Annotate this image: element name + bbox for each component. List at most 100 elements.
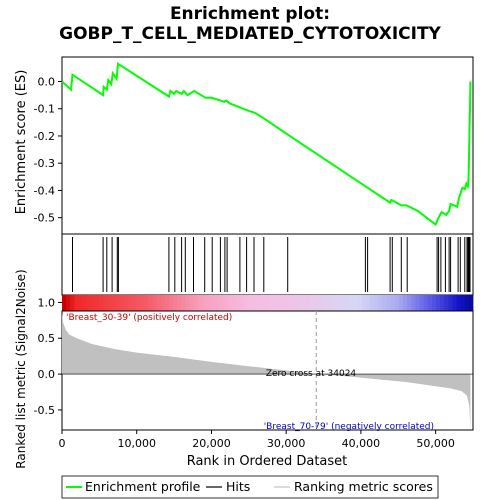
es-ytick-label: -0.1 — [34, 103, 55, 116]
heat-bar-segment — [131, 295, 137, 311]
heat-bar-segment — [292, 295, 297, 311]
heat-bar-segment — [246, 295, 252, 311]
negative-correlation-label: 'Breast_70-79' (negatively correlated) — [264, 422, 434, 432]
heat-bar-segment — [366, 295, 371, 311]
heat-bar-segment — [275, 295, 281, 311]
legend-hits-label: Hits — [226, 479, 250, 494]
heat-bar-segment — [394, 295, 400, 311]
metric-ytick-label: 1.0 — [38, 296, 56, 309]
heat-bar-segment — [296, 295, 301, 311]
metric-ytick-label: 0.5 — [38, 332, 56, 345]
heat-bar-segment — [399, 295, 404, 311]
heat-bar-segment — [362, 295, 367, 311]
heat-bar-segment — [415, 295, 420, 311]
heat-bar-segment — [218, 295, 223, 311]
heat-bar-segment — [164, 295, 170, 311]
heat-bar-segment — [123, 295, 129, 311]
heat-bar-segment — [197, 295, 203, 311]
heat-bar-segment — [86, 295, 92, 311]
heat-bar-segment — [189, 295, 194, 311]
heat-bar-segment — [436, 295, 441, 311]
heat-bar-segment — [111, 295, 116, 311]
legend-box — [61, 475, 439, 499]
xtick-label: 20,000 — [192, 437, 231, 450]
heat-bar-segment — [378, 295, 383, 311]
heat-bar-segment — [74, 295, 79, 311]
heat-bar-segment — [234, 295, 240, 311]
heat-bar-segment — [152, 295, 157, 311]
es-ytick-label: 0.0 — [38, 76, 56, 89]
heat-bar-segment — [119, 295, 125, 311]
heat-bar-segment — [222, 295, 227, 311]
x-axis-label: Rank in Ordered Dataset — [187, 454, 348, 469]
ranking-heat-bar — [62, 295, 474, 311]
heat-bar-segment — [242, 295, 248, 311]
heat-bar-segment — [263, 295, 268, 311]
hits-panel-frame — [61, 233, 474, 296]
es-ytick-label: -0.2 — [34, 130, 55, 143]
heat-bar-segment — [337, 295, 342, 311]
metric-axis-label: Ranked list metric (Signal2Noise) — [14, 269, 28, 468]
heat-bar-segment — [279, 295, 285, 311]
heat-bar-segment — [70, 295, 75, 311]
zero-cross-label: Zero cross at 34024 — [266, 369, 357, 379]
heat-bar-segment — [357, 295, 363, 311]
heat-bar-segment — [214, 295, 219, 311]
heat-bar-segment — [238, 295, 244, 311]
heat-bar-segment — [94, 295, 100, 311]
heat-bar-segment — [456, 295, 462, 311]
heat-bar-segment — [271, 295, 277, 311]
heat-bar-segment — [127, 295, 133, 311]
heat-bar-segment — [185, 295, 190, 311]
heat-bar-segment — [427, 295, 433, 311]
es-axis-label: Enrichment score (ES) — [14, 70, 29, 215]
heat-bar-segment — [135, 295, 141, 311]
heat-bar-segment — [103, 295, 108, 311]
heat-bar-segment — [320, 295, 326, 311]
heat-bar-segment — [316, 295, 322, 311]
heat-bar-segment — [341, 295, 346, 311]
heat-bar-segment — [431, 295, 437, 311]
heat-bar-segment — [181, 295, 186, 311]
es-ytick-label: -0.4 — [34, 184, 55, 197]
heat-bar-segment — [419, 295, 425, 311]
heat-bar-segment — [144, 295, 149, 311]
heat-bar-segment — [209, 295, 215, 311]
heat-bar-segment — [160, 295, 166, 311]
heat-bar-segment — [312, 295, 318, 311]
heat-bar-segment — [267, 295, 273, 311]
heat-bar-segment — [288, 295, 293, 311]
heat-bar-segment — [205, 295, 211, 311]
heat-bar-segment — [78, 295, 83, 311]
heat-bar-segment — [193, 295, 199, 311]
heat-bar-segment — [251, 295, 256, 311]
metric-ytick-label: 0.0 — [38, 368, 56, 381]
metric-ytick-label: -0.5 — [34, 404, 55, 417]
heat-bar-segment — [259, 295, 264, 311]
heat-bar-segment — [411, 295, 416, 311]
xtick-label: 10,000 — [117, 437, 156, 450]
xtick-label: 0 — [59, 437, 66, 450]
heat-bar-segment — [390, 295, 396, 311]
ranking-metric-area — [62, 313, 471, 430]
heat-bar-segment — [283, 295, 289, 311]
chart-title-line1: Enrichment plot: — [170, 4, 330, 24]
es-ytick-label: -0.5 — [34, 212, 55, 225]
heat-bar-segment — [353, 295, 359, 311]
heat-bar-segment — [98, 295, 104, 311]
heat-bar-segment — [325, 295, 330, 311]
heat-bar-segment — [386, 295, 392, 311]
heat-bar-segment — [177, 295, 182, 311]
heat-bar-segment — [115, 295, 120, 311]
heat-bar-segment — [148, 295, 153, 311]
xtick-label: 30,000 — [267, 437, 306, 450]
positive-correlation-label: 'Breast_30-39' (positively correlated) — [66, 313, 232, 323]
heat-bar-segment — [329, 295, 334, 311]
heat-bar-segment — [156, 295, 162, 311]
heat-bar-segment — [423, 295, 429, 311]
heat-bar-segment — [444, 295, 449, 311]
heat-bar-segment — [452, 295, 457, 311]
heat-bar-segment — [407, 295, 412, 311]
heat-bar-segment — [333, 295, 338, 311]
